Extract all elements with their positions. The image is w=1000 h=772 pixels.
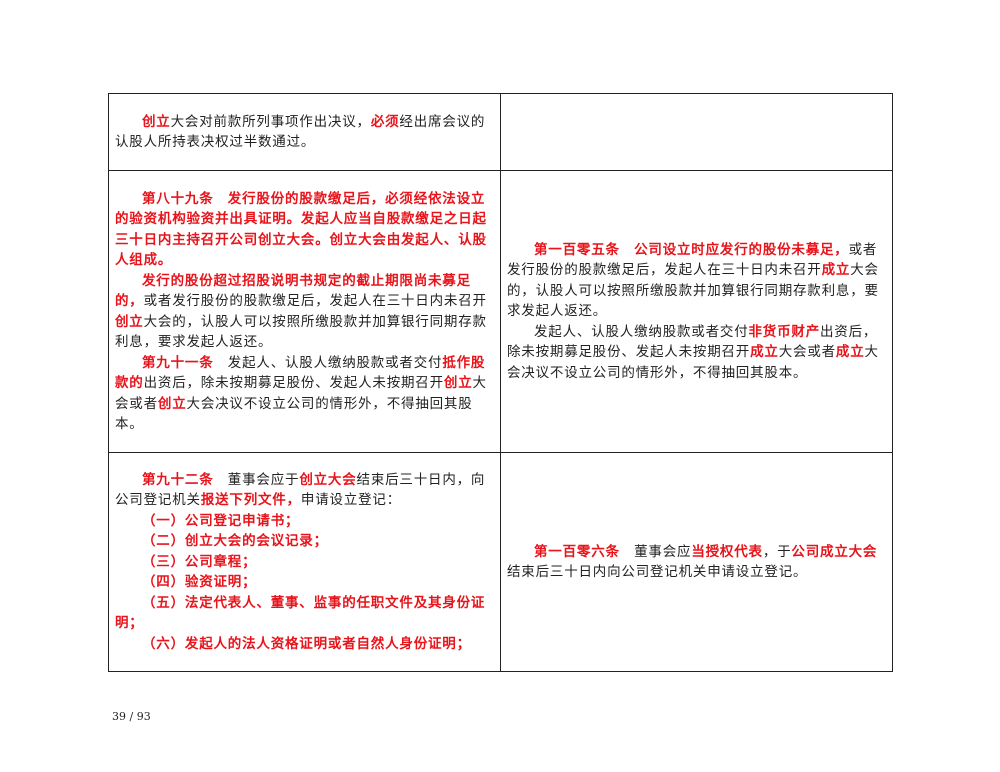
text-run: （六）发起人的法人资格证明或者自然人身份证明； [142,635,471,652]
text-run: 第九十一条 [142,354,214,371]
text-run: 公司成立大会 [791,543,878,560]
paragraph: 发行的股份超过招股说明书规定的截止期限尚未募足的，或者发行股份的股款缴足后，发起… [115,271,494,353]
table-cell: 第八十九条 发行股份的股款缴足后，必须经依法设立的验资机构验资并出具证明。发起人… [108,170,501,453]
paragraph: （二）创立大会的会议记录； [115,531,494,552]
paragraph: 第九十二条 董事会应于创立大会结束后三十日内，向公司登记机关报送下列文件，申请设… [115,470,494,511]
text-run: 创立 [157,395,187,412]
text-run: 创立 [115,313,144,330]
text-run: （四）验资证明； [142,574,257,591]
text-run: 发起人、认股人缴纳股款或者交付 [213,354,443,371]
text-run: 报送下列文件， [200,492,301,509]
text-run: 第一百零六条 [534,543,620,560]
text-run: （五）法定代表人、董事、监事的任职文件及其身份证明； [115,594,486,632]
text-run: （一）公司登记申请书； [142,512,300,529]
text-run: 当授权代表 [691,543,763,560]
text-run: 第九十二条 [142,471,214,488]
text-run: 发起人、认股人缴纳股款或者交付 [534,323,749,340]
text-run: 结束后三十日内，向公司登记机关 [115,471,486,509]
text-run: 出资后，除未按期募足股份、发起人未按期召开 [143,375,444,391]
text-run: 大会的，认股人可以按照所缴股款并加算银行同期存款利息，要求发起人返还。 [507,262,879,320]
table-cell: 创立大会对前款所列事项作出决议，必须经出席会议的认股人所持表决权过半数通过。 [108,93,501,171]
text-run: 成立 [821,262,851,279]
text-run: 经出席会议的认股人所持表决权过半数通过。 [115,113,486,151]
text-run: （二）创立大会的会议记录； [142,533,328,550]
text-run: 大会的，认股人可以按照所缴股款并加算银行同期存款利息，要求发起人返还。 [115,313,487,351]
text-run: 或者发行股份的股款缴足后，发起人在三十日内未召开 [143,293,487,309]
table-cell: 第九十二条 董事会应于创立大会结束后三十日内，向公司登记机关报送下列文件，申请设… [108,452,501,672]
text-run: 创立 [443,375,473,391]
comparison-table: 创立大会对前款所列事项作出决议，必须经出席会议的认股人所持表决权过半数通过。 第八… [108,93,893,672]
text-run: 成立 [835,344,865,361]
paragraph: 第一百零五条 公司设立时应发行的股份未募足，或者发行股份的股款缴足后，发起人在三… [507,240,886,322]
text-run: 非货币财产 [748,323,820,340]
paragraph: （六）发起人的法人资格证明或者自然人身份证明； [115,634,494,655]
text-run: 第八十九条 发行股份的股款缴足后，必须经依法设立的验资机构验资并出具证明。发起人… [115,190,487,269]
text-run: 创立 [142,113,171,130]
table-cell [500,93,893,171]
text-run: 发行的股份超过招股说明书规定的截止期限尚未募足的， [115,272,471,310]
paragraph: （四）验资证明； [115,572,494,593]
text-run: 大会对前款所列事项作出决议， [170,113,371,130]
paragraph: 创立大会对前款所列事项作出决议，必须经出席会议的认股人所持表决权过半数通过。 [115,112,494,153]
table-row: 第八十九条 发行股份的股款缴足后，必须经依法设立的验资机构验资并出具证明。发起人… [108,170,893,453]
text-run: 必须 [370,113,400,130]
paragraph: （三）公司章程； [115,552,494,573]
text-run: 大会或者 [115,375,487,412]
table-cell: 第一百零六条 董事会应当授权代表，于公司成立大会结束后三十日内向公司登记机关申请… [500,452,893,672]
text-run: 大会决议不设立公司的情形外，不得抽回其股本。 [115,395,473,433]
paragraph: 第九十一条 发起人、认股人缴纳股款或者交付抵作股款的出资后，除未按期募足股份、发… [115,353,494,435]
text-run: 出资后，除未按期募足股份、发起人未按期召开 [507,323,878,361]
text-run: 大会或者 [778,344,836,361]
text-run: 抵作股款的 [115,354,486,392]
paragraph: 第一百零六条 董事会应当授权代表，于公司成立大会结束后三十日内向公司登记机关申请… [507,542,886,583]
text-run: 申请设立登记： [300,492,402,509]
text-run: 或者发行股份的股款缴足后，发起人在三十日内未召开 [507,241,878,279]
text-run: 结束后三十日内向公司登记机关申请设立登记。 [507,564,808,580]
paragraph: 发起人、认股人缴纳股款或者交付非货币财产出资后，除未按期募足股份、发起人未按期召… [507,322,886,384]
table-cell: 第一百零五条 公司设立时应发行的股份未募足，或者发行股份的股款缴足后，发起人在三… [500,170,893,453]
table-row: 第九十二条 董事会应于创立大会结束后三十日内，向公司登记机关报送下列文件，申请设… [108,452,893,672]
text-run: 创立大会 [299,471,357,488]
table-row: 创立大会对前款所列事项作出决议，必须经出席会议的认股人所持表决权过半数通过。 [108,93,893,171]
paragraph: 第八十九条 发行股份的股款缴足后，必须经依法设立的验资机构验资并出具证明。发起人… [115,189,494,271]
text-run: （三）公司章程； [142,553,257,570]
text-run: 董事会应 [619,543,692,560]
page-number: 39 / 93 [112,710,151,723]
text-run: 第一百零五条 公司设立时应发行的股份未募足， [534,241,849,258]
text-run: 大会决议不设立公司的情形外，不得抽回其股本。 [507,344,879,381]
paragraph: （一）公司登记申请书； [115,511,494,532]
paragraph: （五）法定代表人、董事、监事的任职文件及其身份证明； [115,593,494,634]
text-run: ，于 [762,543,792,560]
text-run: 成立 [750,344,779,361]
text-run: 董事会应于 [213,471,300,488]
